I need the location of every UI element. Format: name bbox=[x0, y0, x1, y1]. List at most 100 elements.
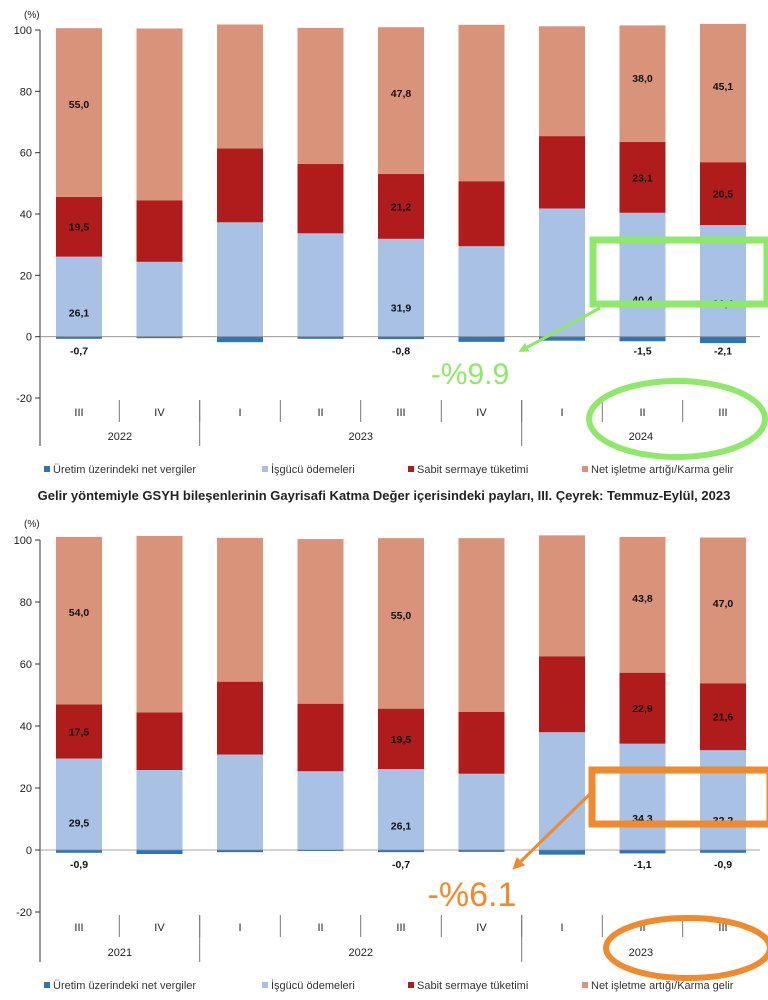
highlight-arrow bbox=[512, 788, 596, 870]
data-label-surplus: 43,8 bbox=[632, 593, 653, 605]
bar-segment-tax bbox=[458, 850, 505, 852]
bar-segment-capital bbox=[378, 173, 424, 239]
category-label: II bbox=[317, 407, 323, 419]
highlight-rectangle bbox=[588, 766, 768, 828]
bar-segment-tax bbox=[217, 850, 263, 853]
y-tick-label: 80 bbox=[20, 86, 32, 98]
bar-segment-labor bbox=[619, 743, 666, 850]
bar-segment-tax bbox=[378, 336, 424, 340]
data-label-surplus: 55,0 bbox=[69, 99, 90, 111]
bar-segment-tax bbox=[700, 850, 746, 853]
data-label-tax: -1,5 bbox=[633, 346, 651, 358]
y-tick-label: 100 bbox=[14, 535, 32, 547]
data-label-capital: 20,5 bbox=[713, 189, 734, 201]
bar-segment-tax bbox=[217, 336, 263, 343]
legend-swatch-labor bbox=[262, 982, 268, 988]
annotation-text: -%6.1 bbox=[428, 876, 517, 914]
y-tick-label: 100 bbox=[14, 25, 32, 37]
bar-segment-labor bbox=[297, 233, 344, 337]
bar-segment-labor bbox=[700, 225, 746, 337]
bar-segment-labor bbox=[56, 256, 102, 337]
bar-segment-capital bbox=[136, 200, 183, 262]
bar-segment-surplus bbox=[619, 25, 666, 142]
y-tick-label: 0 bbox=[26, 332, 32, 344]
bar-segment-labor bbox=[56, 758, 102, 850]
legend-swatch-surplus bbox=[582, 982, 588, 988]
legend-swatch-capital bbox=[408, 982, 414, 988]
bar-segment-tax bbox=[539, 850, 585, 855]
year-label: 2023 bbox=[349, 431, 373, 443]
bar-segment-labor bbox=[217, 754, 263, 850]
bar-segment-surplus bbox=[378, 538, 424, 709]
highlight-ellipse bbox=[586, 378, 768, 460]
legend-swatch-tax bbox=[44, 982, 50, 988]
legend-label-tax: Üretim üzerindeki net vergiler bbox=[53, 464, 196, 476]
bar-segment-tax bbox=[56, 850, 102, 853]
legend-label-labor: İşgücü ödemeleri bbox=[271, 463, 355, 476]
bar-segment-tax bbox=[297, 850, 344, 851]
bar-segment-capital bbox=[619, 672, 666, 744]
category-label: IV bbox=[476, 922, 487, 934]
bar-segment-capital bbox=[297, 164, 344, 234]
data-label-labor: 26,1 bbox=[391, 821, 412, 833]
highlight-arrow bbox=[518, 306, 601, 352]
bar-segment-surplus bbox=[56, 536, 102, 705]
y-tick-label: 80 bbox=[20, 597, 32, 609]
data-label-labor: 29,5 bbox=[69, 818, 90, 830]
bar-segment-labor bbox=[539, 208, 585, 337]
category-label: II bbox=[317, 922, 323, 934]
bar-segment-surplus bbox=[217, 24, 263, 149]
category-label: IV bbox=[154, 922, 165, 934]
bar-segment-surplus bbox=[539, 26, 585, 137]
y-axis-unit-label: (%) bbox=[24, 10, 40, 21]
bar-segment-surplus bbox=[136, 535, 183, 713]
bar-segment-capital bbox=[217, 681, 263, 755]
legend-label-labor: İşgücü ödemeleri bbox=[271, 979, 355, 992]
legend-label-capital: Sabit sermaye tüketimi bbox=[417, 464, 528, 476]
bar-segment-capital bbox=[458, 711, 505, 774]
y-tick-label: -20 bbox=[16, 907, 32, 919]
bar-segment-labor bbox=[700, 750, 746, 850]
bar-segment-labor bbox=[378, 769, 424, 850]
data-label-surplus: 54,0 bbox=[69, 607, 90, 619]
bar-segment-tax bbox=[619, 850, 666, 854]
data-label-capital: 22,9 bbox=[632, 703, 653, 715]
bar-segment-labor bbox=[297, 771, 344, 850]
bar-segment-capital bbox=[136, 712, 183, 771]
year-label: 2022 bbox=[349, 947, 373, 959]
category-label: I bbox=[560, 407, 563, 419]
bar-segment-tax bbox=[56, 336, 102, 339]
legend-label-surplus: Net işletme artığı/Karma gelir bbox=[591, 464, 734, 476]
bar-segment-surplus bbox=[217, 537, 263, 682]
bar-segment-surplus bbox=[700, 537, 746, 684]
year-label: 2024 bbox=[629, 431, 653, 443]
bar-segment-tax bbox=[136, 336, 183, 339]
bar-segment-labor bbox=[458, 246, 505, 337]
bar-segment-capital bbox=[56, 704, 102, 759]
bar-segment-labor bbox=[539, 732, 585, 850]
bar-segment-capital bbox=[297, 703, 344, 772]
bar-segment-tax bbox=[539, 336, 585, 341]
category-label: III bbox=[718, 407, 727, 419]
bar-segment-labor bbox=[378, 238, 424, 337]
bar-segment-surplus bbox=[539, 535, 585, 657]
legend-swatch-capital bbox=[408, 466, 414, 472]
data-label-tax: -0,7 bbox=[392, 859, 410, 871]
highlight-rectangle bbox=[589, 236, 768, 308]
bar-segment-surplus bbox=[458, 538, 505, 712]
category-label: II bbox=[639, 407, 645, 419]
category-label: III bbox=[396, 407, 405, 419]
bar-segment-capital bbox=[700, 683, 746, 751]
category-label: III bbox=[718, 922, 727, 934]
data-label-tax: -2,1 bbox=[714, 346, 732, 358]
category-label: II bbox=[639, 922, 645, 934]
data-label-labor: 31,9 bbox=[391, 302, 412, 314]
category-label: III bbox=[396, 922, 405, 934]
legend-label-surplus: Net işletme artığı/Karma gelir bbox=[591, 980, 734, 992]
y-tick-label: 20 bbox=[20, 783, 32, 795]
bar-segment-surplus bbox=[378, 27, 424, 174]
legend-swatch-surplus bbox=[582, 466, 588, 472]
data-label-surplus: 55,0 bbox=[391, 610, 412, 622]
